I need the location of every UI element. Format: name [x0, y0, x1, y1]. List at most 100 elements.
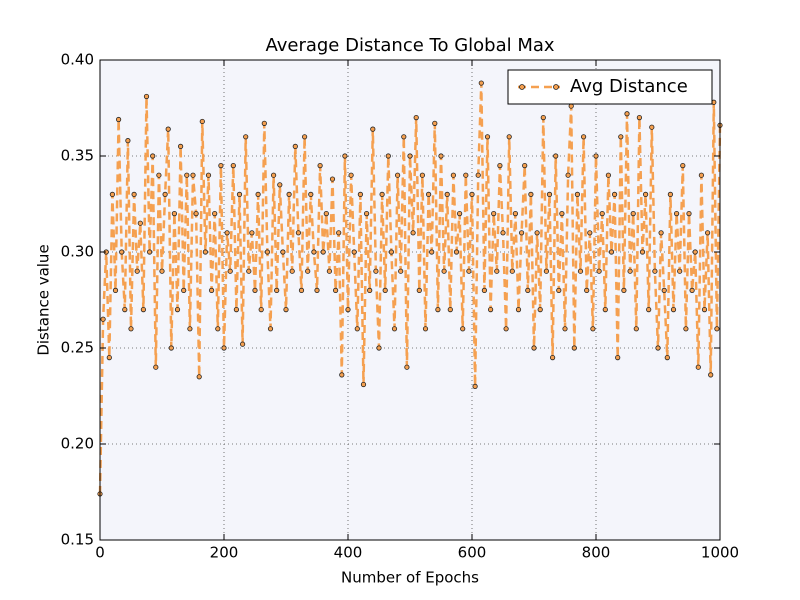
data-point	[559, 211, 565, 217]
data-point	[503, 326, 509, 332]
data-point	[655, 345, 661, 351]
data-point	[615, 354, 621, 361]
data-layer	[97, 80, 723, 497]
data-point	[168, 345, 174, 351]
data-point	[348, 172, 354, 178]
data-point	[147, 249, 153, 255]
chart-title: Average Distance To Global Max	[265, 35, 554, 56]
data-point	[565, 172, 571, 178]
data-point	[357, 191, 363, 197]
data-point	[534, 230, 540, 236]
data-point	[323, 211, 329, 217]
x-tick-label: 400	[334, 544, 363, 562]
data-point	[584, 287, 590, 293]
data-point	[680, 163, 686, 169]
data-point	[512, 211, 519, 217]
data-point	[342, 153, 348, 159]
data-point	[661, 287, 667, 293]
data-point	[292, 143, 298, 149]
data-point	[388, 249, 394, 255]
data-point	[556, 287, 562, 293]
data-point	[410, 230, 416, 236]
data-point	[605, 172, 612, 178]
data-point	[522, 163, 528, 169]
data-point	[215, 326, 221, 332]
data-point	[196, 374, 202, 380]
data-point	[134, 268, 140, 274]
data-point	[577, 268, 584, 274]
data-point	[649, 124, 655, 130]
data-point	[441, 268, 447, 274]
data-point	[698, 172, 705, 178]
data-point	[221, 345, 227, 351]
data-point	[704, 230, 711, 236]
x-axis-label: Number of Epochs	[341, 569, 479, 587]
data-point	[596, 268, 602, 274]
data-point	[143, 93, 150, 100]
data-point	[494, 268, 500, 274]
data-point	[106, 354, 112, 361]
data-point	[608, 249, 615, 255]
data-point	[447, 306, 453, 313]
data-point	[230, 163, 236, 169]
data-point	[162, 191, 168, 197]
data-point	[531, 345, 537, 351]
data-point	[525, 287, 531, 293]
data-point	[633, 326, 639, 332]
data-point	[469, 191, 475, 197]
data-point	[553, 153, 559, 159]
data-point	[112, 287, 119, 293]
data-point	[435, 306, 441, 313]
legend-label: Avg Distance	[570, 76, 688, 97]
data-point	[367, 287, 373, 293]
data-point	[450, 172, 456, 178]
data-point	[332, 287, 339, 293]
data-point	[518, 230, 525, 236]
data-point	[546, 191, 553, 197]
data-point	[193, 211, 199, 217]
data-point	[407, 153, 413, 159]
x-tick-label: 200	[210, 544, 239, 562]
data-point	[618, 134, 624, 140]
data-point	[171, 211, 177, 217]
data-point	[277, 182, 283, 188]
data-point	[165, 126, 171, 132]
data-point	[506, 134, 512, 140]
data-point	[301, 134, 308, 140]
data-point	[695, 364, 701, 370]
data-point	[599, 211, 605, 217]
data-point	[636, 115, 643, 121]
data-point	[243, 134, 249, 140]
data-point	[137, 220, 143, 226]
data-point	[416, 287, 422, 293]
data-point	[621, 287, 627, 293]
data-point	[708, 372, 714, 378]
data-point	[326, 268, 332, 274]
data-point	[590, 326, 596, 332]
data-point	[497, 163, 503, 169]
data-point	[438, 153, 444, 159]
data-point	[224, 230, 230, 236]
legend-box	[507, 69, 713, 105]
data-point	[587, 230, 593, 236]
data-point	[131, 191, 137, 197]
data-point	[602, 306, 608, 313]
x-tick-label: 800	[582, 544, 611, 562]
data-point	[429, 249, 435, 255]
data-point	[432, 120, 438, 126]
y-tick-label: 0.20	[61, 435, 94, 453]
data-point	[209, 287, 215, 293]
data-point	[190, 172, 196, 178]
data-point	[298, 287, 305, 293]
data-point	[122, 306, 128, 313]
data-point	[509, 268, 515, 274]
y-axis-label: Distance value	[35, 244, 53, 355]
data-point	[664, 354, 670, 361]
data-point	[311, 249, 317, 255]
data-point	[363, 211, 370, 217]
data-point	[116, 116, 122, 123]
data-point	[236, 191, 243, 197]
data-point	[466, 268, 472, 274]
legend: Avg Distance	[507, 69, 713, 105]
data-point	[487, 306, 494, 313]
